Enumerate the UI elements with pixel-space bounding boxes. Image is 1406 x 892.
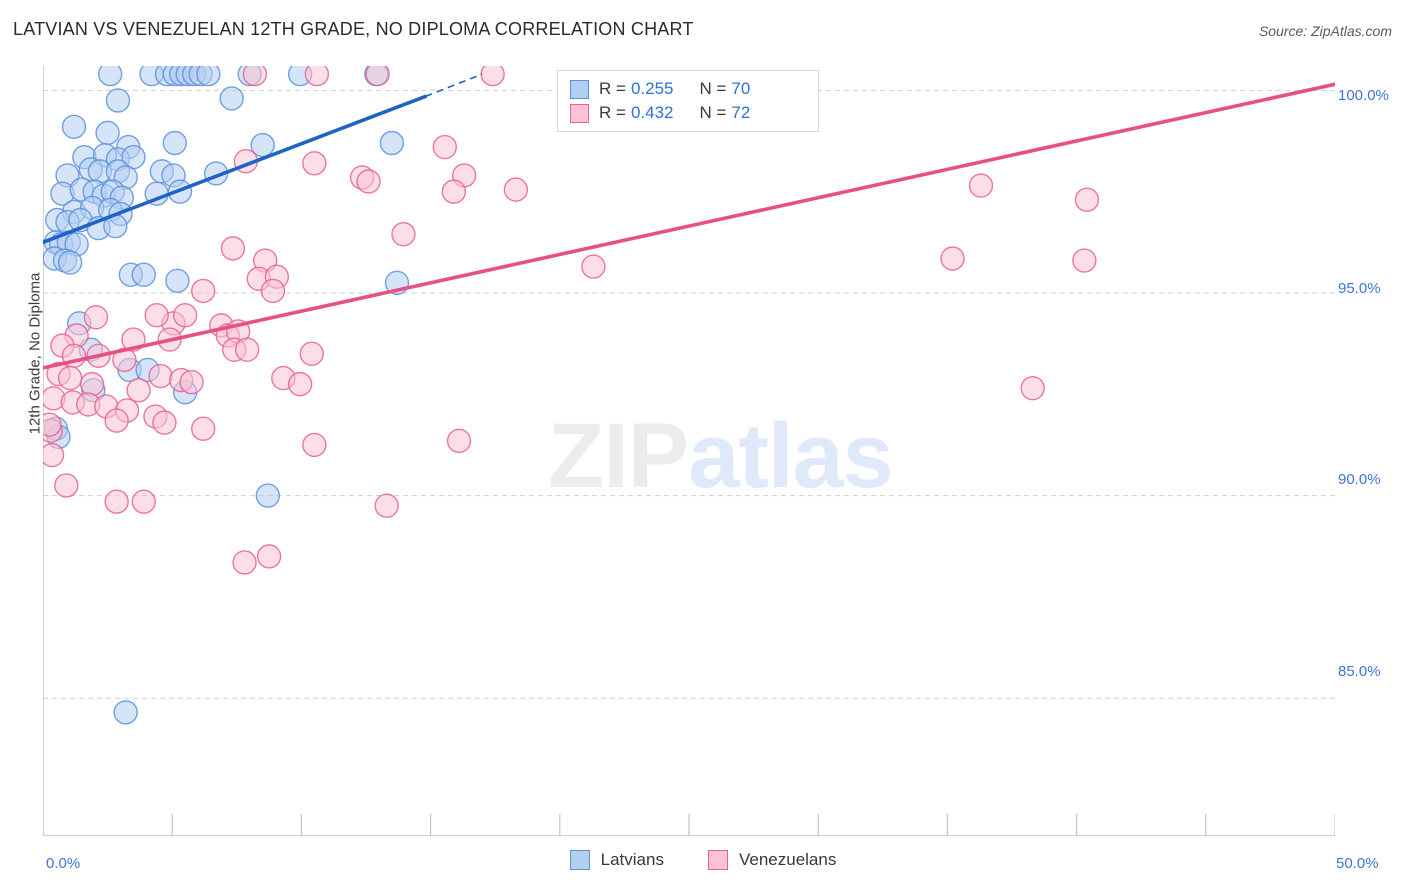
y-axis-title: 12th Grade, No Diploma [26, 272, 44, 435]
data-point [43, 442, 65, 468]
data-point [302, 432, 327, 458]
data-point [148, 363, 173, 389]
source-attribution: Source: ZipAtlas.com [1258, 23, 1392, 39]
data-point [152, 410, 177, 435]
r-value-venezuelans: 0.432 [630, 103, 674, 122]
data-point [104, 408, 129, 433]
legend-label-latvians: Latvians [600, 850, 664, 869]
data-point [131, 489, 156, 514]
data-point [191, 278, 216, 304]
data-point [256, 544, 282, 569]
data-point [196, 66, 221, 87]
legend-swatch-latvians-bottom [569, 850, 590, 870]
data-point [57, 250, 83, 275]
data-point [446, 428, 472, 454]
data-point [255, 483, 281, 508]
data-point [287, 371, 313, 397]
trendline-venezuelans [43, 82, 1335, 370]
data-point [250, 132, 275, 158]
data-point [79, 371, 105, 397]
x-tick-label-min: 0.0% [46, 855, 81, 872]
data-point [113, 700, 138, 725]
y-tick-label-100: 100.0% [1338, 87, 1389, 104]
data-point [234, 337, 260, 362]
page-title: LATVIAN VS VENEZUELAN 12TH GRADE, NO DIP… [13, 19, 694, 39]
data-point [191, 416, 216, 441]
legend-item-latvians[interactable]: Latvians [569, 850, 664, 870]
data-point [54, 473, 79, 498]
data-point [172, 303, 198, 328]
trendline-extension-latvians [425, 73, 483, 98]
data-point [356, 169, 381, 194]
r-key-latvians: R = [599, 79, 626, 98]
data-point [104, 489, 129, 514]
data-point [61, 114, 87, 139]
series-markers-venezuelans [43, 66, 1100, 575]
n-value-latvians: 70 [731, 79, 751, 98]
data-point [179, 369, 204, 395]
data-point [242, 66, 268, 87]
data-point [131, 262, 156, 287]
legend-swatch-latvians [570, 79, 589, 99]
data-point [581, 254, 606, 279]
data-point [1074, 187, 1100, 212]
data-point [503, 177, 529, 202]
r-key-venezuelans: R = [599, 103, 626, 122]
r-value-latvians: 0.255 [630, 79, 674, 98]
data-point [220, 236, 246, 261]
data-point [480, 66, 505, 87]
data-point [379, 130, 405, 156]
legend-swatch-venezuelans [570, 103, 589, 123]
y-tick-label-85: 85.0% [1338, 663, 1381, 680]
data-point [1020, 375, 1045, 401]
plot-svg [43, 66, 1335, 836]
legend-item-venezuelans[interactable]: Venezuelans [707, 850, 837, 870]
data-point [43, 412, 62, 437]
n-value-venezuelans: 72 [731, 103, 751, 122]
data-point [57, 365, 83, 391]
scatter-plot-area [43, 66, 1335, 836]
data-point [126, 378, 151, 403]
data-point [165, 268, 190, 293]
series-legend: Latvians Venezuelans [0, 850, 1406, 870]
data-point [83, 305, 109, 330]
data-point [365, 66, 390, 87]
data-point [432, 134, 458, 160]
n-key-latvians: N = [699, 79, 727, 98]
y-tick-label-95: 95.0% [1338, 280, 1381, 297]
data-point [968, 173, 994, 198]
trendline-latvians [43, 94, 428, 245]
y-tick-label-90: 90.0% [1338, 471, 1381, 488]
data-point [304, 66, 330, 87]
data-point [441, 179, 467, 204]
series-markers-latvians [43, 66, 410, 725]
data-point [144, 303, 169, 328]
data-point [97, 66, 123, 87]
data-point [162, 130, 187, 156]
stats-row-venezuelans: R = 0.432 N = 72 [570, 101, 808, 125]
data-point [391, 221, 416, 247]
data-point [105, 88, 131, 113]
data-point [302, 151, 327, 176]
data-point [232, 550, 257, 575]
x-tick-label-max: 50.0% [1336, 855, 1379, 872]
data-point [1072, 248, 1097, 273]
correlation-stats-legend: R = 0.255 N = 70 R = 0.432 N = 72 [557, 70, 819, 132]
data-point [260, 278, 286, 304]
data-point [299, 341, 324, 366]
stats-row-latvians: R = 0.255 N = 70 [570, 77, 808, 101]
legend-label-venezuelans: Venezuelans [738, 850, 837, 869]
data-point [374, 493, 399, 518]
n-key-venezuelans: N = [699, 103, 727, 122]
data-point [219, 86, 244, 111]
data-point [940, 246, 965, 271]
data-point [95, 120, 120, 146]
legend-swatch-venezuelans-bottom [707, 850, 728, 870]
